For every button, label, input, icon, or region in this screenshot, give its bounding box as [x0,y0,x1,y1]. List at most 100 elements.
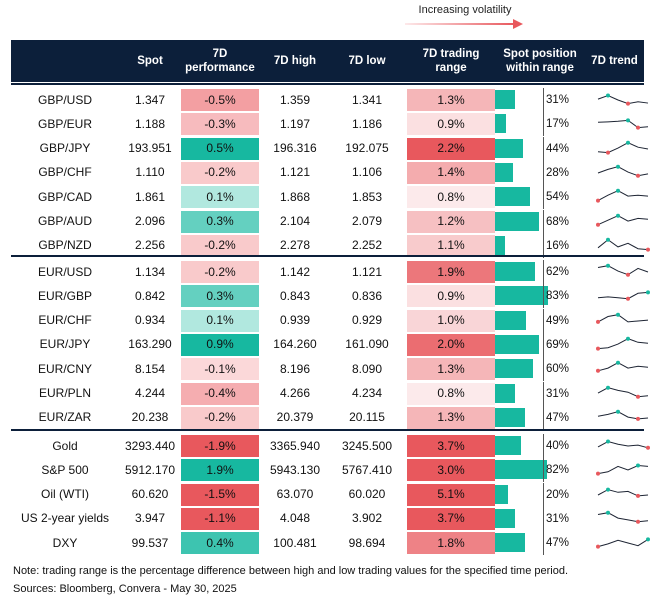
position-axis-line [543,136,544,161]
cell-perf: 0.5% [206,141,234,156]
note-text: Note: trading range is the percentage di… [13,565,569,577]
trend-low-point [626,101,630,106]
trend-line [597,410,649,420]
trend-line [597,238,649,250]
performance-heat-cell [181,137,259,160]
cell-high: 0.843 [279,288,311,303]
table-row: GBP/JPY 193.951 0.5% 196.316 192.075 2.2% 44% [11,136,649,161]
trend-sparkline [597,385,649,399]
trend-sparkline [596,537,650,549]
cell-perf: 0.9% [206,337,234,352]
trend-sparkline [597,118,649,130]
position-axis-line [543,233,544,258]
trend-sparkline [596,213,649,227]
cell-name: EUR/GBP [37,288,92,303]
range-heat-cell [407,507,495,530]
cell-high: 100.481 [273,535,317,550]
trend-high-point [616,164,620,169]
position-axis-line [543,506,544,531]
position-axis-line [543,284,544,309]
group-separator [11,255,644,257]
cell-perf: -0.2% [204,410,236,425]
position-bar [495,90,515,109]
performance-heat-cell [181,406,259,429]
performance-heat-cell [181,459,259,482]
cell-spot: 163.290 [128,337,172,352]
position-bar [495,533,526,553]
range-heat-cell [407,234,495,257]
position-value: 60% [546,363,570,376]
cell-spot: 2.096 [134,214,166,228]
position-value: 49% [546,314,570,327]
position-axis-line [543,381,544,406]
cell-name: EUR/ZAR [38,410,92,425]
cell-high: 3365.940 [269,438,321,453]
cell-spot: 2.256 [134,238,166,253]
cell-low: 0.929 [351,313,383,328]
cell-high: 1.121 [279,165,311,180]
cell-low: 0.836 [351,288,383,303]
cell-perf: 0.1% [206,189,234,204]
cell-perf: 0.1% [206,313,234,328]
performance-heat-cell [181,309,259,332]
table-row: Gold 3293.440 -1.9% 3365.940 3245.500 3.7% 40% [11,434,650,458]
cell-name: EUR/CNY [37,361,92,376]
trend-line [597,488,649,497]
trend-sparkline [597,164,649,178]
column-header-trend: 7D trend [591,55,638,67]
cell-low: 1.106 [351,165,383,180]
position-axis-line [543,209,544,234]
cell-range: 0.9% [437,116,465,131]
table-row: GBP/NZD 2.256 -0.2% 2.278 2.252 1.1% 16% [11,233,650,258]
cell-spot: 20.238 [131,410,169,425]
cell-high: 63.070 [276,487,314,502]
cell-name: DXY [52,535,78,550]
range-heat-cell [407,532,495,555]
cell-range: 0.8% [437,189,465,204]
cell-high: 4.048 [279,511,311,526]
range-heat-cell [407,435,495,457]
cell-perf: -0.2% [204,238,236,253]
column-header-range: 7D trading range [422,48,480,74]
cell-perf: -1.5% [204,487,236,502]
position-value: 83% [546,290,570,303]
cell-range: 1.1% [437,238,465,253]
position-bar [495,138,524,158]
trend-high-point [646,537,650,542]
cell-name: EUR/JPY [39,337,91,352]
trend-high-point [616,188,620,193]
trend-line [597,512,649,523]
cell-name: S&P 500 [41,462,89,477]
position-bar [495,211,539,231]
trend-sparkline [597,409,649,421]
position-value: 40% [546,440,570,452]
trend-low-point [636,173,640,178]
cell-high: 0.939 [279,313,311,328]
trend-line [597,166,649,177]
cell-low: 98.694 [348,535,386,550]
cell-perf: 1.9% [206,462,234,477]
trend-sparkline [596,360,649,373]
trend-line [597,120,649,129]
performance-heat-cell [181,358,259,381]
position-axis-line [543,260,544,284]
cell-low: 3.902 [351,511,383,526]
position-value: 20% [546,488,570,501]
range-heat-cell [407,186,495,209]
cell-range: 1.3% [437,92,465,107]
cell-name: EUR/CHF [38,313,92,328]
trend-sparkline [596,312,649,324]
cell-name: US 2-year yields [20,511,110,526]
position-axis-line [543,482,544,507]
cell-low: 1.121 [351,264,383,279]
cell-low: 161.090 [345,337,389,352]
range-heat-cell [407,483,495,506]
trend-high-point [626,336,630,341]
cell-perf: -0.5% [204,92,236,107]
range-heat-cell [407,161,495,184]
performance-heat-cell [181,435,259,457]
trend-sparkline [596,463,649,476]
position-value: 68% [546,215,570,228]
performance-heat-cell [181,382,259,405]
performance-heat-cell [181,285,259,308]
